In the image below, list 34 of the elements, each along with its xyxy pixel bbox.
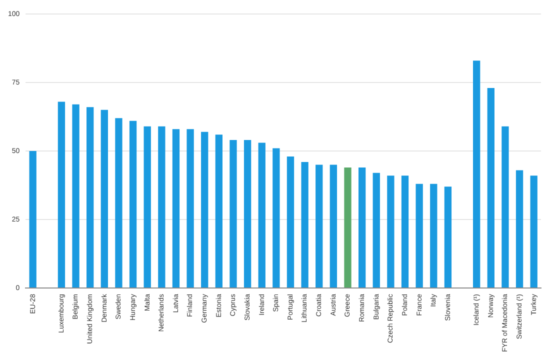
bar	[372, 172, 380, 288]
bar	[516, 170, 524, 288]
bar	[244, 140, 252, 288]
bar	[387, 176, 394, 288]
bar	[473, 60, 480, 288]
bar	[272, 148, 280, 288]
bar	[201, 132, 208, 288]
bar	[29, 151, 36, 288]
bar	[502, 126, 509, 288]
bar	[316, 164, 323, 288]
bar	[215, 134, 223, 288]
bar	[344, 167, 352, 288]
bar	[487, 88, 494, 288]
bar	[330, 164, 338, 288]
bar	[115, 118, 122, 288]
bar	[86, 107, 94, 288]
bar	[358, 167, 366, 288]
bar	[158, 126, 166, 288]
bar	[186, 129, 194, 288]
bar	[100, 110, 108, 288]
bar	[530, 176, 538, 288]
bar	[401, 176, 409, 288]
bar	[144, 126, 151, 288]
bar	[286, 156, 294, 288]
bar	[230, 140, 237, 288]
bar	[301, 162, 308, 288]
bar	[172, 129, 180, 288]
bar	[416, 184, 423, 288]
bar	[129, 120, 137, 288]
bar	[72, 104, 80, 288]
bar	[58, 102, 66, 288]
bar	[444, 186, 452, 288]
bar	[430, 184, 438, 288]
bar	[258, 142, 266, 288]
